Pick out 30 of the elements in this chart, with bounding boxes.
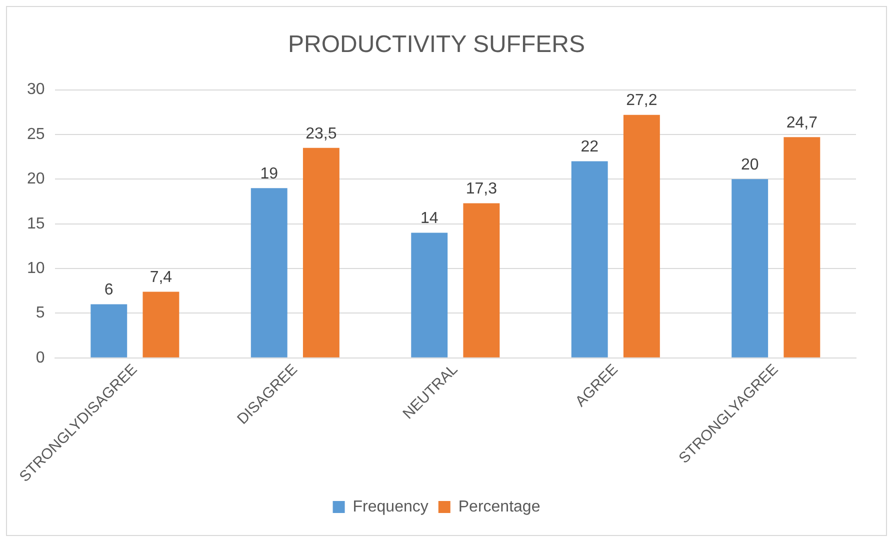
data-label: 17,3 [466,180,498,198]
bar [90,304,128,358]
bar [623,114,660,358]
y-tick-label: 10 [27,260,45,277]
chart-title: PRODUCTIVITY SUFFERS [288,31,585,58]
data-label: 14 [420,210,438,228]
y-tick-label: 15 [27,215,45,232]
y-tick-label: 20 [27,170,45,188]
data-label: 23,5 [306,125,337,142]
y-tick-label: 0 [36,349,45,366]
bar [142,292,180,358]
bar [571,161,608,358]
legend-label: Frequency [352,498,428,516]
bar [784,137,820,358]
y-tick-label: 5 [36,304,45,322]
bar [411,232,448,358]
bar [250,188,288,358]
data-label: 27,2 [626,92,658,110]
data-label: 24,7 [786,114,818,132]
bar [463,203,500,358]
y-tick-label: 30 [27,81,45,98]
data-label: 20 [740,156,759,174]
data-label: 22 [580,138,599,156]
legend-label: Percentage [458,498,540,516]
bar [302,148,340,358]
data-label: 6 [104,282,114,299]
bar [732,179,768,358]
data-label: 7,4 [150,269,172,286]
y-tick-label: 25 [27,126,45,143]
data-label: 19 [260,166,278,183]
